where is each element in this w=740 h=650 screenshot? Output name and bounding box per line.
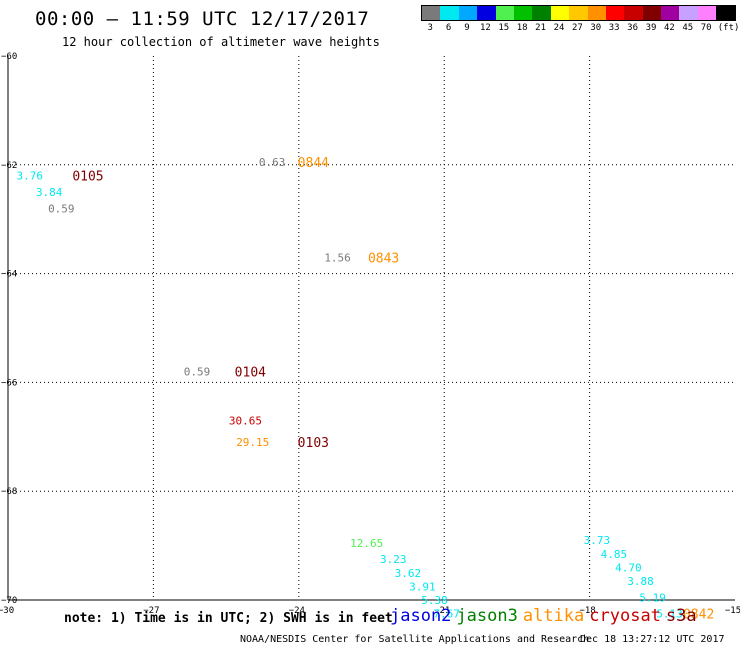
color-scale-label: 18 [516,23,528,33]
color-swatch [513,6,533,20]
swh-value-label: 5.19 [639,591,666,604]
color-swatch [716,6,735,20]
color-scale-label: 24 [553,23,565,33]
swh-value-label: 4.70 [615,561,642,574]
color-swatch [458,6,478,20]
swh-value-label: 3.88 [627,575,654,588]
color-scale-swatches [421,5,736,21]
color-scale-label: 33 [608,23,620,33]
x-tick-label: −30 [0,606,14,616]
color-swatch [550,6,570,20]
swh-value-label: 3.91 [409,580,436,593]
credit-timestamp: Dec 18 13:27:12 UTC 2017 [580,634,725,645]
x-tick-label: −18 [579,606,595,616]
swh-value-label: 12.65 [350,537,383,550]
color-scale-label: 30 [590,23,602,33]
color-scale-label: 3 [427,23,433,33]
color-swatch [679,6,698,20]
footer-note: note: 1) Time is in UTC; 2) SWH is in fe… [64,611,393,626]
color-scale-label: 42 [663,23,675,33]
color-swatch [495,6,514,20]
pass-time-label: 0843 [368,251,399,266]
color-scale-label: 27 [571,23,583,33]
pass-time-label: 0105 [72,170,103,185]
y-tick-label: −66 [1,378,17,388]
legend-entry-cryosat: cryosat [589,606,661,626]
color-scale-label: 45 [682,23,694,33]
color-scale-label: 9 [464,23,470,33]
color-scale-labels: 3 6 9 12 15 18 21 24 27 30 33 36 39 42 45 70 (ft) [421,21,739,33]
color-scale-label: 12 [479,23,491,33]
color-swatch [569,6,588,20]
y-tick-label: −70 [1,596,17,606]
y-tick-label: −60 [1,52,17,62]
swh-value-label: 3.23 [380,553,407,566]
x-tick-label: −21 [434,606,450,616]
chart-title: 00:00 – 11:59 UTC 12/17/2017 [35,8,370,30]
swh-value-label: 30.65 [229,414,262,427]
swh-value-label: 0.63 [259,156,286,169]
legend-entry-jason3: jason3 [456,606,518,626]
swh-value-label: 0.59 [184,366,211,379]
swh-value-label: 7.67 [433,608,460,621]
pass-time-label: 0842 [683,608,714,623]
color-swatch [661,6,680,20]
credit-line: NOAA/NESDIS Center for Satellite Applica… [240,634,590,645]
x-tick-label: −24 [289,606,305,616]
x-tick-label: −27 [143,606,159,616]
color-scale-label: 15 [498,23,510,33]
swh-value-label: 0.59 [48,202,75,215]
pass-time-label: 0104 [235,366,266,381]
color-scale: 3 6 9 12 15 18 21 24 27 30 33 36 39 42 45 70 (ft) [421,5,739,33]
color-scale-label: 39 [645,23,657,33]
pass-time-label: 0103 [298,436,329,451]
color-scale-label: 21 [535,23,547,33]
color-swatch [605,6,625,20]
color-scale-label: 70 [700,23,712,33]
swh-value-label: 3.84 [36,186,63,199]
legend-entry-jason2: jason2 [390,606,452,626]
legend-entry-s3a: s3a [665,606,697,626]
swh-value-label: 5.13 [656,608,683,621]
color-swatch [624,6,643,20]
color-scale-label: (ft) [717,23,740,33]
color-scale-label: 6 [445,23,452,33]
legend-entry-altika: altika [522,606,585,626]
color-swatch [440,6,459,20]
color-swatch [642,6,662,20]
color-scale-label: 36 [627,23,639,33]
swh-value-label: 4.85 [601,548,628,561]
color-swatch [697,6,717,20]
swh-value-label: 29.15 [236,436,269,449]
y-tick-label: −64 [1,270,17,280]
color-swatch [477,6,496,20]
y-tick-label: −62 [1,161,17,171]
pass-time-label: 0844 [298,156,329,171]
swh-value-label: 1.56 [324,251,351,264]
color-swatch [422,6,441,20]
y-tick-label: −68 [1,487,17,497]
color-swatch [587,6,606,20]
swh-value-label: 3.73 [584,534,611,547]
swh-value-label: 5.38 [421,594,448,607]
satellite-legend: jason2 jason3 altika cryosat s3a [390,606,702,626]
swh-value-label: 3.62 [395,567,422,580]
chart-subtitle: 12 hour collection of altimeter wave hei… [62,35,380,49]
x-tick-label: −15 [725,606,740,616]
color-swatch [532,6,551,20]
swh-value-label: 3.76 [17,170,44,183]
